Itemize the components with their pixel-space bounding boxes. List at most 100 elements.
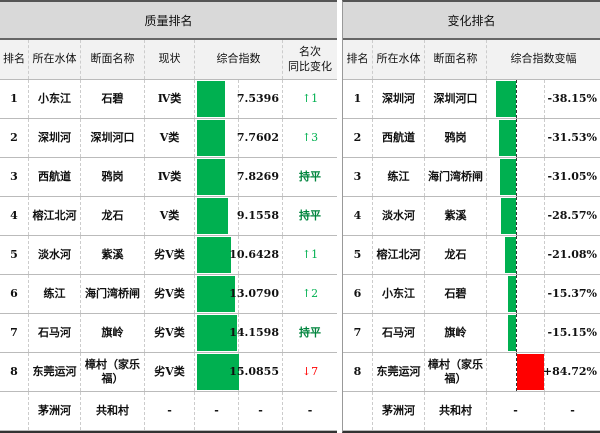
index-bar	[197, 81, 225, 117]
rank-cell: 2	[343, 119, 373, 157]
index-bar-cell	[195, 275, 239, 313]
header-cell: 所在水体	[373, 40, 425, 79]
section-name-cell: 共和村	[81, 392, 145, 430]
section-name-cell: 龙石	[81, 197, 145, 235]
index-bar-cell	[195, 119, 239, 157]
header-cell: 现状	[145, 40, 195, 79]
rank-change-cell: ↑1	[301, 247, 319, 261]
rank-change-cell: ↑1	[301, 91, 319, 105]
zero-axis-line	[516, 80, 517, 118]
rank-cell: 8	[0, 353, 29, 391]
section-name-cell: 深圳河口	[81, 119, 145, 157]
change-header-row: 排名 所在水体 断面名称 综合指数变幅	[343, 40, 600, 80]
quality-row: 6 练江 海门湾桥闸 劣Ⅴ类 13.0790 ↑2	[0, 275, 337, 314]
index-value-cell: 14.1598	[229, 314, 283, 352]
change-row: 1 深圳河 深圳河口 -38.15%	[343, 80, 600, 119]
water-body-cell: 淡水河	[373, 197, 425, 235]
index-value-cell: 13.0790	[229, 275, 283, 313]
change-pct-cell: -31.53%	[547, 130, 597, 144]
zero-axis-line	[516, 158, 517, 196]
rank-cell: 5	[0, 236, 29, 274]
change-bar	[517, 354, 544, 390]
section-name-cell: 龙石	[425, 236, 487, 274]
section-name-cell: 旗岭	[425, 314, 487, 352]
status-cell: 劣Ⅴ类	[145, 275, 195, 313]
change-bar-cell	[487, 275, 545, 313]
header-cell: 断面名称	[81, 40, 145, 79]
change-pct-cell: +84.72%	[542, 364, 597, 378]
section-name-cell: 紫溪	[81, 236, 145, 274]
index-bar-cell	[195, 80, 239, 118]
header-cell: 综合指数变幅	[510, 52, 577, 66]
rank-cell: 6	[0, 275, 29, 313]
change-bar	[508, 315, 516, 351]
rank-cell: 4	[343, 197, 373, 235]
change-row: 3 练江 海门湾桥闸 -31.05%	[343, 158, 600, 197]
rank-change-cell: 持平	[299, 169, 321, 183]
water-body-cell: 淡水河	[29, 236, 81, 274]
zero-axis-line	[516, 236, 517, 274]
rank-cell: 4	[0, 197, 29, 235]
index-bar-cell: -	[195, 392, 239, 430]
water-body-cell: 小东江	[29, 80, 81, 118]
rank-cell: 5	[343, 236, 373, 274]
change-bar	[499, 120, 516, 156]
water-body-cell: 西航道	[373, 119, 425, 157]
status-cell: Ⅴ类	[145, 197, 195, 235]
water-body-cell: 深圳河	[373, 80, 425, 118]
water-body-cell: 榕江北河	[29, 197, 81, 235]
change-row: 4 淡水河 紫溪 -28.57%	[343, 197, 600, 236]
index-bar	[197, 354, 239, 390]
status-cell: Ⅴ类	[145, 119, 195, 157]
section-name-cell: 石碧	[81, 80, 145, 118]
change-bar	[500, 159, 516, 195]
rank-change-cell: 持平	[299, 325, 321, 339]
quality-row: 2 深圳河 深圳河口 Ⅴ类 7.7602 ↑3	[0, 119, 337, 158]
header-cell: 排名	[343, 40, 373, 79]
header-cell: 断面名称	[425, 40, 487, 79]
change-pct-cell: -38.15%	[547, 91, 597, 105]
change-bar-cell	[487, 353, 545, 391]
status-cell: 劣Ⅴ类	[145, 236, 195, 274]
section-name-cell: 樟村（家乐福）	[425, 353, 487, 391]
zero-axis-line	[516, 119, 517, 157]
section-name-cell: 海门湾桥闸	[81, 275, 145, 313]
section-name-cell: 鸦岗	[425, 119, 487, 157]
change-bar	[501, 198, 516, 234]
header-cell: 综合指数	[195, 40, 283, 79]
section-name-cell: 旗岭	[81, 314, 145, 352]
zero-axis-line	[516, 314, 517, 352]
quality-row: 3 西航道 鸦岗 Ⅳ类 7.8269 持平	[0, 158, 337, 197]
quality-row: 1 小东江 石碧 Ⅳ类 7.5396 ↑1	[0, 80, 337, 119]
rank-cell	[0, 392, 29, 430]
index-value-cell: -	[239, 392, 283, 430]
index-value-cell: 7.7602	[237, 119, 283, 157]
rank-cell: 2	[0, 119, 29, 157]
header-cell: 排名	[0, 40, 29, 79]
change-row: 7 石马河 旗岭 -15.15%	[343, 314, 600, 353]
index-bar-cell	[195, 314, 239, 352]
change-row: 8 东莞运河 樟村（家乐福） +84.72%	[343, 353, 600, 392]
water-body-cell: 深圳河	[29, 119, 81, 157]
change-ranking-title: 变化排名	[343, 2, 600, 40]
water-body-cell: 东莞运河	[29, 353, 81, 391]
change-row: 6 小东江 石碧 -15.37%	[343, 275, 600, 314]
change-pct-cell: -15.37%	[547, 286, 597, 300]
status-cell: Ⅳ类	[145, 158, 195, 196]
change-bar-cell	[487, 158, 545, 196]
water-body-cell: 练江	[373, 158, 425, 196]
index-value-cell: 9.1558	[237, 197, 283, 235]
change-bar-cell: -	[487, 392, 545, 430]
index-value-cell: 10.6428	[229, 236, 283, 274]
rank-cell: 8	[343, 353, 373, 391]
section-name-cell: 海门湾桥闸	[425, 158, 487, 196]
change-row: 5 榕江北河 龙石 -21.08%	[343, 236, 600, 275]
quality-row: 4 榕江北河 龙石 Ⅴ类 9.1558 持平	[0, 197, 337, 236]
change-bar-cell	[487, 197, 545, 235]
index-bar-cell	[195, 236, 239, 274]
index-bar	[197, 120, 225, 156]
rank-change-cell: ↑2	[301, 286, 319, 300]
quality-row: 茅洲河 共和村 - - - -	[0, 392, 337, 431]
rank-cell: 7	[0, 314, 29, 352]
section-name-cell: 深圳河口	[425, 80, 487, 118]
